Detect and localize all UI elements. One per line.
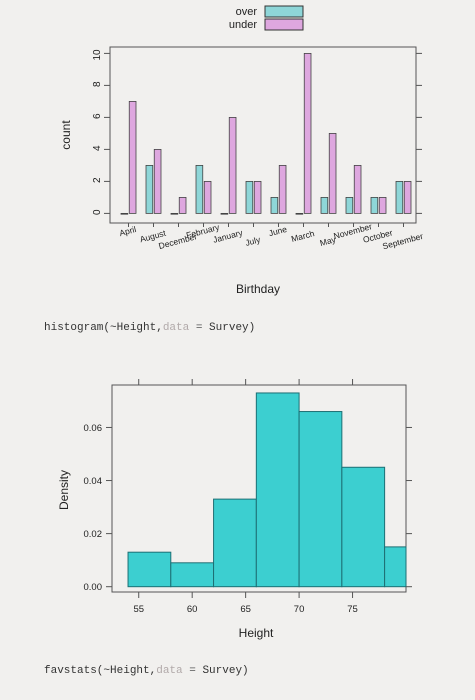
histogram-bin-4: [255, 392, 300, 588]
code-val: Survey): [209, 322, 256, 334]
legend-swatch-under: [264, 18, 304, 31]
bars: [120, 53, 412, 227]
y-tick-label: 0.04: [84, 476, 103, 487]
y-tick-label: 0.00: [84, 582, 103, 593]
y-tick-label: 6: [92, 113, 103, 119]
bar-under-october: [378, 196, 387, 214]
code-eq: =: [189, 322, 210, 334]
bar-over-july: [245, 180, 254, 214]
x-tick-label-april: April: [118, 224, 137, 238]
y-axis-title: count: [59, 120, 73, 150]
bar-over-february: [195, 164, 204, 214]
histogram-bin-3: [213, 498, 257, 588]
bar-under-december: [178, 196, 187, 214]
histogram-bin-2: [170, 562, 215, 588]
bar-over-september: [395, 180, 404, 214]
bar-under-may: [328, 132, 337, 214]
code-val: Survey): [202, 665, 249, 677]
x-tick-label-july: July: [244, 234, 262, 248]
right-ticks: [406, 426, 412, 588]
x-tick-label: 55: [133, 604, 144, 615]
right-ticks: [416, 52, 422, 214]
bar-under-june: [278, 164, 287, 214]
histogram-bin-1: [127, 551, 172, 588]
y-tick-label: 10: [92, 49, 103, 61]
bar-under-july: [253, 180, 262, 214]
x-tick-label: 75: [347, 604, 358, 615]
x-tick-label-may: May: [319, 234, 338, 248]
bar-over-august: [145, 164, 154, 214]
bar-over-april: [120, 212, 129, 215]
bar-over-june: [270, 196, 279, 214]
bar-over-march: [295, 212, 304, 215]
x-axis-title: Height: [239, 626, 274, 640]
bar-under-november: [353, 164, 362, 214]
code-eq: =: [182, 665, 203, 677]
bar-under-august: [153, 148, 162, 214]
x-axis-title: Birthday: [236, 282, 280, 296]
histogram-bin-7: [384, 546, 407, 588]
y-tick-label: 0: [92, 209, 103, 215]
legend-swatch-over: [264, 5, 304, 18]
code-histogram: histogram(~Height,data = Survey): [44, 322, 255, 334]
y-axis: 0.00 0.02 0.04 0.06: [84, 423, 112, 593]
x-tick-label-june: June: [268, 224, 289, 239]
bar-under-january: [228, 117, 237, 214]
bins: [127, 392, 407, 588]
bar-under-september: [403, 180, 412, 214]
code-fn: histogram(~Height,: [44, 322, 163, 334]
bar-over-october: [370, 196, 379, 214]
bar-over-january: [220, 212, 229, 215]
y-tick-label: 4: [92, 145, 103, 151]
x-axis: 55 60 65 70 75: [133, 379, 358, 615]
bar-under-february: [203, 180, 212, 214]
code-fn: favstats(~Height,: [44, 665, 157, 677]
bar-over-may: [320, 196, 329, 214]
bar-under-march: [303, 53, 312, 214]
x-tick-label: 60: [187, 604, 198, 615]
plot-frame: [111, 384, 407, 593]
bar-under-april: [128, 101, 137, 214]
histogram-bin-5: [298, 411, 343, 588]
code-favstats: favstats(~Height,data = Survey): [44, 665, 249, 677]
height-histogram: 0.00 0.02 0.04 0.06 55 60 65 70 75 Density Heig…: [57, 379, 412, 640]
code-arg: data: [156, 665, 183, 677]
x-tick-label-march: March: [290, 228, 316, 244]
histogram-bin-6: [341, 466, 386, 588]
legend-label-over: over: [236, 6, 258, 18]
y-tick-label: 0.02: [84, 529, 103, 540]
legend-label-under: under: [229, 19, 257, 31]
bar-over-november: [345, 196, 354, 214]
plot-frame: [109, 46, 417, 224]
code-arg: data: [162, 322, 190, 334]
y-axis-title: Density: [57, 470, 71, 510]
x-tick-label: 65: [240, 604, 251, 615]
bar-over-december: [170, 212, 179, 215]
x-tick-label: 70: [294, 604, 305, 615]
y-tick-label: 0.06: [84, 423, 103, 434]
y-tick-label: 8: [92, 81, 103, 87]
y-tick-label: 2: [92, 177, 103, 183]
y-axis: 0 2 4 6 8 10: [92, 49, 110, 215]
